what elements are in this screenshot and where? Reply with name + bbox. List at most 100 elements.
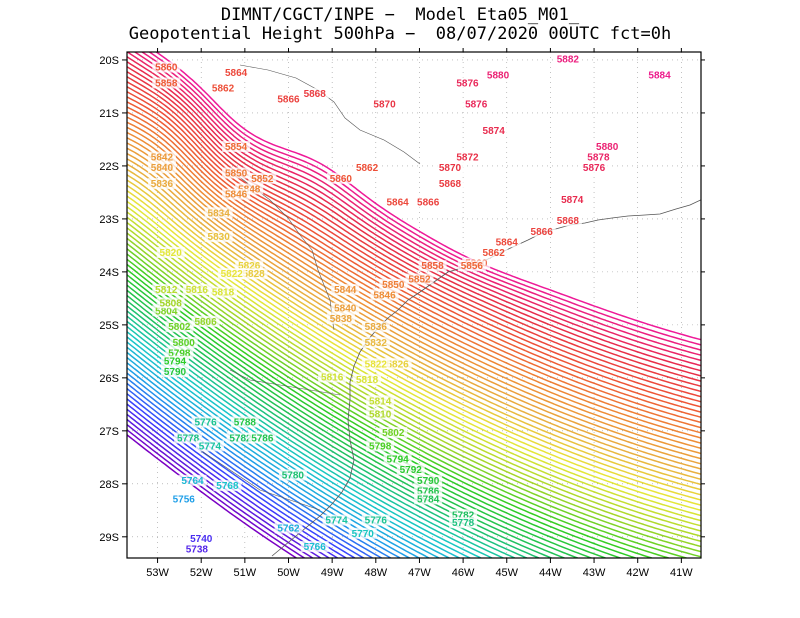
contour-label: 5852 [408,274,431,285]
contour-label: 5766 [304,542,327,553]
contour-label-bg [178,474,207,486]
y-tick-label: 23S [99,214,119,226]
x-tick-label: 41W [670,567,693,579]
contour-label: 5810 [369,410,392,421]
contour-label-bg [331,302,360,314]
x-tick-label: 47W [408,567,431,579]
contour-label-bg [383,453,412,465]
contour-label: 5874 [561,195,584,206]
contour-label-bg [479,246,508,258]
contour-line [127,195,701,506]
contour-label: 5862 [356,163,379,174]
contour-label: 5822 [221,269,244,280]
contour-label-bg [300,541,329,553]
contour-label: 5776 [365,516,388,527]
contour-label-bg [156,297,185,309]
contour-label: 5818 [356,375,379,386]
contour-label: 5854 [225,142,248,153]
contour-label-bg [553,53,582,65]
contour-label: 5862 [483,248,506,259]
contour-label: 5868 [304,89,327,100]
contour-label-bg [147,162,176,174]
contour-line [127,248,701,558]
chart-title-line-2: Geopotential Height 500hPa − 08/07/2020 … [128,24,672,44]
contour-label-bg [222,167,251,179]
x-tick-label: 52W [190,567,213,579]
contour-label: 5858 [421,261,444,272]
contour-line [127,158,701,470]
contour-label: 5762 [277,524,300,535]
contour-label: 5880 [596,142,619,153]
contour-label: 5858 [155,78,178,89]
contour-label: 5774 [325,516,348,527]
contour-label: 5868 [557,216,580,227]
contour-line [127,163,701,475]
contour-label-bg [213,480,242,492]
contour-label-bg [187,533,216,545]
contour-label-bg [156,246,185,258]
contour-label: 5868 [439,179,462,190]
contour-label-bg [209,82,238,94]
contour-label: 5788 [234,418,257,429]
contour-label: 5860 [155,63,178,74]
contour-label: 5870 [373,100,396,111]
contour-label: 5876 [456,78,479,89]
x-tick-label: 50W [277,567,300,579]
contour-label: 5866 [277,94,300,105]
x-tick-label: 43W [583,567,606,579]
contour-label-bg [204,207,233,219]
contour-label: 5866 [531,227,554,238]
contour-label: 5826 [238,261,261,272]
contour-label: 5836 [365,322,388,333]
contour-label: 5800 [173,338,196,349]
contour-label-bg [453,77,482,89]
contour-label: 5802 [382,428,405,439]
y-tick-label: 29S [99,532,119,544]
contour-label: 5794 [387,455,410,466]
contour-label: 5838 [330,314,353,325]
contour-label-bg [318,371,347,383]
contour-label-bg [191,416,220,428]
contour-label-bg [414,485,443,497]
contour-label-bg [379,427,408,439]
contour-label: 5882 [557,55,580,66]
contour-label-bg [361,514,390,526]
y-tick-label: 26S [99,373,119,385]
contour-label-bg [405,273,434,285]
y-tick-label: 27S [99,426,119,438]
x-tick-label: 42W [626,567,649,579]
contour-label: 5782 [452,510,475,521]
contour-label-bg [239,268,268,280]
contour-label: 5778 [177,433,200,444]
contour-label-bg [558,194,587,206]
contour-label: 5846 [225,190,248,201]
contour-label: 5816 [321,373,344,384]
contour-label: 5776 [194,418,217,429]
contour-label: 5878 [587,153,610,164]
chart-title-line-1: DIMNT/CGCT/INPE − Model Eta05_M01_ [220,5,580,25]
contour-label: 5790 [164,367,187,378]
contour-label: 5786 [417,486,440,497]
contour-line [127,152,701,465]
contour-label: 5798 [168,349,191,360]
contour-label-bg [152,305,181,317]
contour-label-bg [182,284,211,296]
contour-label: 5782 [229,433,252,444]
contour-label-bg [165,321,194,333]
contour-label-bg [147,151,176,163]
contour-label: 5778 [452,518,475,529]
contour-line [127,91,701,403]
contour-label-bg [553,215,582,227]
contour-label: 5844 [334,285,357,296]
contour-label-bg [379,278,408,290]
contour-line [127,137,701,450]
x-tick-label: 45W [495,567,518,579]
chart-title-block: DIMNT/CGCT/INPE − Model Eta05_M01_ Geopo… [0,6,800,44]
contour-label-bg [147,178,176,190]
x-tick-label: 48W [364,567,387,579]
contour-label: 5786 [251,433,274,444]
contour-label-bg [222,188,251,200]
contour-label-bg [436,178,465,190]
